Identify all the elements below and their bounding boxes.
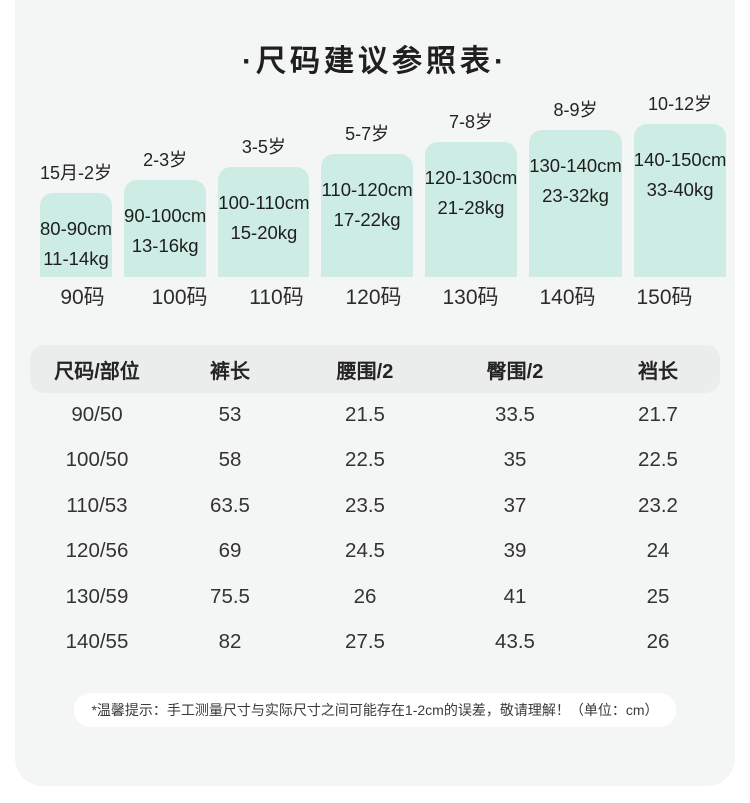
size-column-140: 8-9岁 130-140cm 23-32kg <box>529 90 622 277</box>
cell-waist: 26 <box>353 584 377 608</box>
cell-size: 130/59 <box>65 584 129 608</box>
height-range: 120-130cm <box>424 167 518 188</box>
page-title: ·尺码建议参照表· <box>242 45 508 78</box>
cell-crotch: 25 <box>646 584 670 608</box>
measurement-table-body: 90/50 53 21.5 33.5 21.7 100/50 58 22.5 3… <box>30 392 720 665</box>
size-code-140: 140码 <box>539 286 596 309</box>
weight-range: 21-28kg <box>437 197 505 218</box>
size-code-90: 90码 <box>60 286 105 309</box>
col-header-crotch: 裆长 <box>638 360 678 383</box>
weight-range: 15-20kg <box>230 222 298 243</box>
cell-crotch: 26 <box>646 630 670 654</box>
table-row: 110/53 63.5 23.5 37 23.2 <box>30 483 720 529</box>
cell-crotch: 23.2 <box>638 493 678 517</box>
cell-size: 90/50 <box>71 402 123 426</box>
cell-pant: 63.5 <box>210 493 250 517</box>
size-bar-90: 80-90cm 11-14kg <box>40 193 113 277</box>
table-row: 130/59 75.5 26 41 25 <box>30 574 720 620</box>
col-header-size-part: 尺码/部位 <box>54 360 140 383</box>
size-code-labels: 90码 100码 110码 120码 130码 140码 150码 <box>40 281 707 311</box>
cell-waist: 27.5 <box>345 630 385 654</box>
age-range-label: 7-8岁 <box>448 112 493 132</box>
cell-size: 100/50 <box>65 448 129 472</box>
cell-hip: 37 <box>503 493 527 517</box>
height-range: 80-90cm <box>40 218 112 239</box>
cell-waist: 22.5 <box>345 448 385 472</box>
weight-range: 33-40kg <box>646 179 714 200</box>
measurement-disclaimer: *温馨提示：手工测量尺寸与实际尺寸之间可能存在1-2cm的误差，敬请理解！（单位… <box>74 693 676 727</box>
size-bar-130: 120-130cm 21-28kg <box>424 142 518 277</box>
size-bar-150: 140-150cm 33-40kg <box>633 124 727 277</box>
cell-hip: 43.5 <box>495 630 535 654</box>
weight-range: 23-32kg <box>542 185 609 206</box>
table-row: 120/56 69 24.5 39 24 <box>30 529 720 575</box>
size-bar-140: 130-140cm 23-32kg <box>529 130 622 277</box>
cell-pant: 58 <box>218 448 242 472</box>
age-range-label: 3-5岁 <box>241 137 286 157</box>
cell-pant: 53 <box>218 402 242 426</box>
cell-hip: 33.5 <box>495 402 535 426</box>
size-code-110: 110码 <box>249 286 304 309</box>
size-bar-110: 100-110cm 15-20kg <box>218 167 310 277</box>
size-column-100: 2-3岁 90-100cm 13-16kg <box>124 90 207 277</box>
weight-range: 17-22kg <box>333 209 401 230</box>
table-row: 90/50 53 21.5 33.5 21.7 <box>30 392 720 438</box>
size-code-150: 150码 <box>636 286 693 309</box>
cell-hip: 41 <box>503 584 527 608</box>
age-range-label: 8-9岁 <box>553 100 598 120</box>
size-code-120: 120码 <box>345 286 402 309</box>
cell-size: 120/56 <box>65 539 129 563</box>
footnote-area: *温馨提示：手工测量尺寸与实际尺寸之间可能存在1-2cm的误差，敬请理解！（单位… <box>15 693 735 727</box>
size-bar-120: 110-120cm 17-22kg <box>321 154 413 277</box>
cell-crotch: 24 <box>646 539 670 563</box>
col-header-pant-length: 裤长 <box>210 360 250 383</box>
cell-pant: 69 <box>218 539 242 563</box>
table-row: 140/55 82 27.5 43.5 26 <box>30 620 720 666</box>
size-staircase-chart: 15月-2岁 80-90cm 11-14kg 2-3岁 90-100cm 13-… <box>40 90 727 277</box>
weight-range: 13-16kg <box>131 235 199 256</box>
cell-waist: 23.5 <box>345 493 385 517</box>
size-column-130: 7-8岁 120-130cm 21-28kg <box>424 90 518 277</box>
cell-crotch: 21.7 <box>638 402 678 426</box>
height-range: 130-140cm <box>529 155 622 176</box>
cell-size: 140/55 <box>65 630 129 654</box>
cell-waist: 24.5 <box>345 539 385 563</box>
height-range: 110-120cm <box>321 179 413 200</box>
col-header-hip-half: 臀围/2 <box>486 360 544 383</box>
size-code-130: 130码 <box>442 286 499 309</box>
cell-pant: 75.5 <box>210 584 250 608</box>
weight-range: 11-14kg <box>43 248 109 269</box>
size-code-100: 100码 <box>151 286 208 309</box>
size-guide-card: ·尺码建议参照表· 15月-2岁 80-90cm 11-14kg 2-3岁 90… <box>15 0 735 786</box>
size-column-90: 15月-2岁 80-90cm 11-14kg <box>40 90 113 277</box>
measurement-table-header: 尺码/部位 裤长 腰围/2 臀围/2 裆长 <box>30 345 720 393</box>
table-row: 100/50 58 22.5 35 22.5 <box>30 438 720 484</box>
cell-hip: 39 <box>503 539 527 563</box>
age-range-label: 2-3岁 <box>143 150 188 170</box>
height-range: 100-110cm <box>218 192 310 213</box>
height-range: 140-150cm <box>633 149 727 170</box>
age-range-label: 15月-2岁 <box>40 163 113 183</box>
col-header-waist-half: 腰围/2 <box>336 360 394 383</box>
size-column-120: 5-7岁 110-120cm 17-22kg <box>321 90 413 277</box>
size-column-110: 3-5岁 100-110cm 15-20kg <box>218 90 310 277</box>
cell-hip: 35 <box>503 448 527 472</box>
age-range-label: 10-12岁 <box>648 94 713 114</box>
cell-crotch: 22.5 <box>638 448 678 472</box>
cell-waist: 21.5 <box>345 402 385 426</box>
cell-pant: 82 <box>218 630 242 654</box>
cell-size: 110/53 <box>66 493 128 517</box>
age-range-label: 5-7岁 <box>345 124 390 144</box>
size-bar-100: 90-100cm 13-16kg <box>124 180 207 277</box>
height-range: 90-100cm <box>124 205 207 226</box>
size-column-150: 10-12岁 140-150cm 33-40kg <box>633 90 727 277</box>
